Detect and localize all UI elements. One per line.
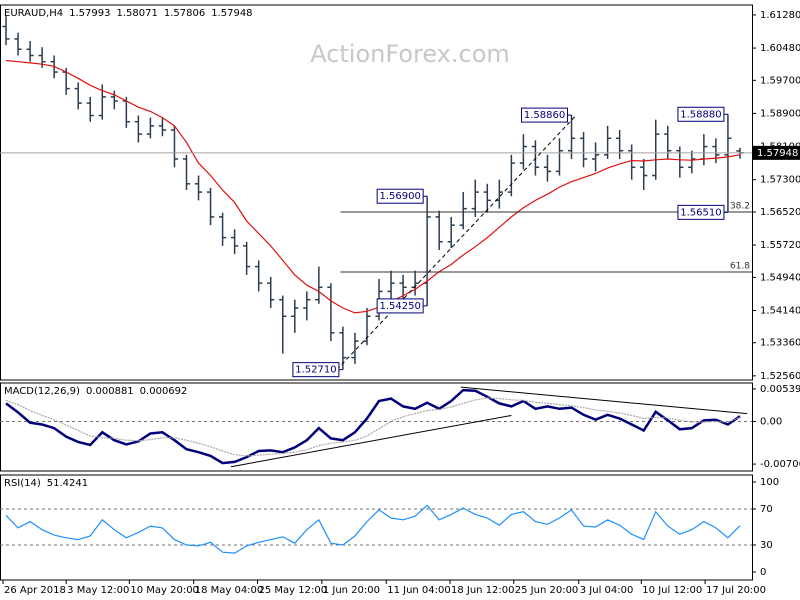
- x-tick-label: 18 May 04:00: [195, 585, 264, 596]
- header-title: MACD(12,26,9): [4, 386, 80, 397]
- trend-line: [336, 114, 577, 370]
- header-value: 1.58071: [116, 8, 157, 19]
- last-price-label: 1.57948: [757, 148, 798, 159]
- x-tick-label: 1 Jun 20:00: [323, 585, 380, 596]
- x-tick-label: 11 Jun 04:00: [387, 585, 451, 596]
- panel-header: EURAUD,H4 1.57993 1.58071 1.57806 1.57948: [4, 8, 253, 19]
- x-tick-label: 3 May 12:00: [67, 585, 129, 596]
- trend-line: [230, 414, 512, 468]
- annotation-box: [521, 107, 569, 123]
- annotation-label: 1.56900: [379, 191, 420, 202]
- annotation-label: 1.58880: [680, 109, 721, 120]
- header-value: 0.000881: [86, 386, 134, 397]
- panel-frame: [0, 4, 753, 381]
- y-tick-label: 1.52560: [760, 371, 800, 382]
- x-tick-label: 10 May 20:00: [130, 585, 199, 596]
- annotation-box: [376, 298, 424, 314]
- annotation-label: 1.56510: [680, 207, 721, 218]
- series-line: [5, 59, 741, 314]
- y-tick-label: 1.53360: [760, 338, 800, 349]
- header-title: RSI(14): [4, 478, 41, 489]
- y-tick-label: 70: [760, 504, 773, 515]
- header-value: 1.57806: [164, 8, 205, 19]
- y-tick-label: 1.56520: [760, 207, 800, 218]
- series-line: [5, 388, 741, 465]
- x-tick-label: 25 Jun 20:00: [515, 585, 579, 596]
- header-value: 1.57948: [211, 8, 252, 19]
- x-tick-label: 18 Jun 12:00: [451, 585, 515, 596]
- y-tick-label: 0: [760, 567, 766, 578]
- series-line: [5, 504, 741, 554]
- y-tick-label: 1.60480: [760, 43, 800, 54]
- fibonacci-label: 38.2: [730, 201, 750, 211]
- y-tick-label: 1.54940: [760, 272, 800, 283]
- y-tick-label: 1.58900: [760, 108, 800, 119]
- y-tick-label: 30: [760, 540, 773, 551]
- annotation-box: [292, 362, 340, 378]
- panel-frame: [0, 474, 753, 581]
- x-tick-label: 26 Apr 2018: [4, 585, 66, 596]
- header-value: 51.4241: [47, 478, 88, 489]
- panel-header: MACD(12,26,9) 0.000881 0.000692: [4, 386, 187, 397]
- header-value: 1.57993: [69, 8, 110, 19]
- x-tick-label: 25 May 12:00: [258, 585, 327, 596]
- y-tick-label: 1.61280: [760, 10, 800, 21]
- annotation-label: 1.54250: [379, 301, 420, 312]
- x-tick-label: 17 Jul 20:00: [706, 585, 766, 596]
- annotation-label: 1.58860: [524, 110, 565, 121]
- y-tick-label: 1.54140: [760, 305, 800, 316]
- y-tick-label: 1.57300: [760, 175, 800, 186]
- panel-frame: [0, 382, 753, 472]
- annotation-box: [677, 204, 725, 220]
- last-price-box: [753, 145, 800, 160]
- fibonacci-label: 61.8: [730, 261, 750, 271]
- y-tick-label: 1.59700: [760, 75, 800, 86]
- panel-header: RSI(14) 51.4241: [4, 478, 88, 489]
- y-tick-label: 0.005398: [760, 384, 800, 395]
- annotation-label: 1.52710: [295, 365, 336, 376]
- y-tick-label: 100: [760, 477, 779, 488]
- header-value: 0.000692: [140, 386, 188, 397]
- annotation-box: [677, 106, 725, 122]
- x-tick-label: 3 Jul 04:00: [580, 585, 634, 596]
- y-tick-label: -0.007064: [760, 459, 800, 470]
- y-tick-label: 0.00: [760, 416, 782, 427]
- annotation-box: [376, 188, 424, 204]
- trend-line: [460, 386, 748, 415]
- series-line: [5, 397, 741, 457]
- y-tick-label: 1.55720: [760, 240, 800, 251]
- watermark: ActionForex.com: [310, 40, 510, 68]
- x-tick-label: 10 Jul 12:00: [642, 585, 702, 596]
- header-title: EURAUD,H4: [4, 8, 63, 19]
